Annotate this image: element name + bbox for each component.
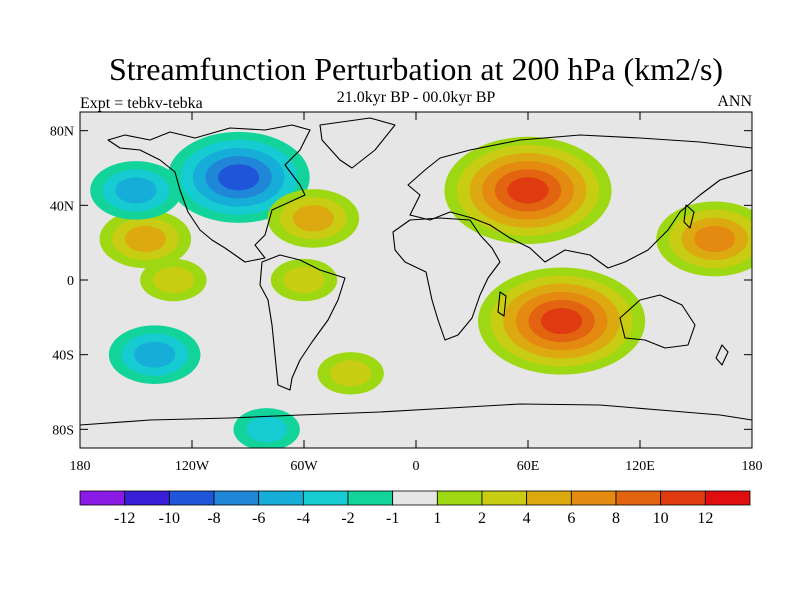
anomaly-south-atlantic <box>317 352 384 395</box>
colorbar-swatch <box>570 490 617 506</box>
chart-left-label: Expt = tebkv-tebka <box>80 95 203 112</box>
axes: 180 120W 60W 0 60E 120E 180 80N 40N 0 40S 80S <box>50 112 763 474</box>
colorbar-swatch <box>392 490 438 506</box>
colorbar-swatch <box>615 490 662 506</box>
coast-australia <box>619 294 696 349</box>
map-panel <box>79 111 753 449</box>
colorbar-swatch <box>704 490 751 506</box>
y-tick-label: 80N <box>50 125 74 140</box>
coast-new-zealand <box>715 344 729 366</box>
colorbar-swatch <box>258 490 304 506</box>
colorbar-label: -4 <box>297 510 310 527</box>
chart-title: Streamfunction Perturbation at 200 hPa (… <box>109 51 723 87</box>
coast-antarctica <box>80 403 752 426</box>
y-tick-label: 0 <box>67 274 74 289</box>
chart-subtitle: 21.0kyr BP - 00.0kyr BP <box>337 89 496 106</box>
anomaly-band <box>218 164 260 191</box>
colorbar-label: 10 <box>653 510 669 527</box>
x-tick-label: 120W <box>175 459 210 474</box>
anomaly-band <box>283 266 325 294</box>
x-tick-label: 180 <box>70 459 91 474</box>
anomaly-band <box>507 177 549 204</box>
anomaly-south-pacific <box>108 325 201 384</box>
colorbar-label: -8 <box>207 510 220 527</box>
y-tick-label: 80S <box>52 423 74 438</box>
anomaly-band <box>115 177 157 204</box>
colorbar-label: 6 <box>567 510 575 527</box>
anomaly-tropical-south-america <box>270 258 338 302</box>
coast-japan <box>683 204 695 229</box>
colorbar: -12 -10 -8 -6 -4 -2 -1 1 2 4 6 8 10 12 <box>79 490 751 527</box>
anomaly-southern-ocean <box>233 408 300 448</box>
chart-right-label: ANN <box>717 93 752 110</box>
coast-madagascar <box>497 291 507 317</box>
coast-eurasia <box>407 134 752 269</box>
anomaly-band <box>246 416 288 443</box>
colorbar-label: 1 <box>433 510 441 527</box>
colorbar-label: 12 <box>697 510 713 527</box>
colorbar-swatch <box>302 490 349 506</box>
colorbar-swatch <box>660 490 706 506</box>
colorbar-swatch <box>347 490 394 506</box>
coast-greenland <box>319 117 396 169</box>
colorbar-label: 2 <box>478 510 486 527</box>
coast-south-america <box>259 254 346 391</box>
anomaly-band <box>694 225 736 253</box>
anomaly-central-north-pacific <box>99 209 192 269</box>
anomaly-western-north-atlantic <box>267 189 360 248</box>
anomaly-eurasia <box>444 136 612 244</box>
anomaly-field <box>90 131 752 448</box>
colorbar-label: -1 <box>386 510 399 527</box>
anomaly-north-pacific <box>90 161 182 220</box>
coast-north-america <box>107 124 311 263</box>
anomaly-band <box>124 225 166 253</box>
colorbar-label: 8 <box>612 510 620 527</box>
coastlines <box>80 117 752 426</box>
colorbar-label: -6 <box>252 510 265 527</box>
coast-africa <box>392 217 501 341</box>
y-tick-label: 40N <box>50 199 74 214</box>
anomaly-band <box>330 360 372 387</box>
anomaly-equatorial-pacific <box>140 258 207 302</box>
x-tick-label: 0 <box>413 459 420 474</box>
x-tick-label: 60E <box>517 459 540 474</box>
x-tick-label: 180 <box>742 459 763 474</box>
colorbar-label: -12 <box>114 510 135 527</box>
colorbar-swatch <box>526 490 572 506</box>
colorbar-label: 4 <box>523 510 531 527</box>
x-tick-label: 60W <box>290 459 318 474</box>
colorbar-label: -10 <box>159 510 180 527</box>
anomaly-western-north-pacific <box>656 201 752 277</box>
colorbar-swatch <box>124 490 170 506</box>
colorbar-swatch <box>436 490 483 506</box>
anomaly-southern-indian-ocean <box>477 267 646 375</box>
colorbar-swatch <box>213 490 260 506</box>
y-tick-label: 40S <box>52 349 74 364</box>
anomaly-band <box>134 341 176 368</box>
anomaly-band <box>292 205 334 232</box>
anomaly-north-america <box>167 131 310 223</box>
colorbar-swatch <box>481 490 528 506</box>
anomaly-band <box>152 266 194 294</box>
x-tick-label: 120E <box>625 459 655 474</box>
anomaly-band <box>541 307 583 335</box>
colorbar-swatch <box>79 490 126 506</box>
colorbar-label: -2 <box>341 510 354 527</box>
colorbar-swatch <box>168 490 215 506</box>
